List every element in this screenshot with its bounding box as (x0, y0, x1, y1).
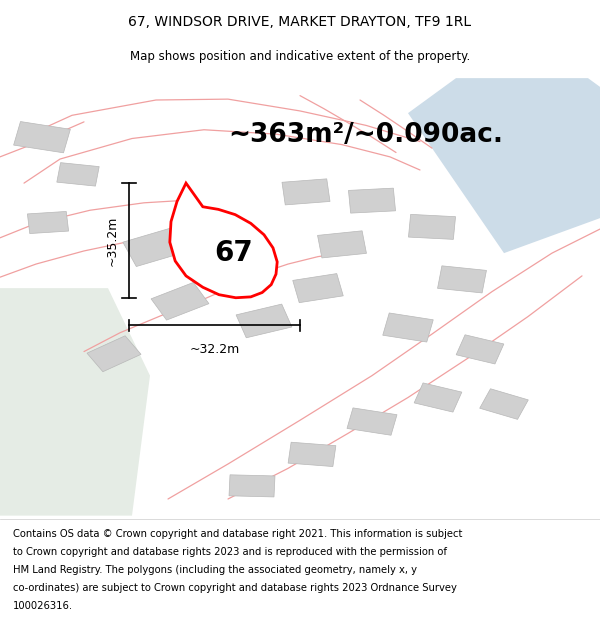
Polygon shape (456, 335, 504, 364)
Text: Map shows position and indicative extent of the property.: Map shows position and indicative extent… (130, 50, 470, 62)
Text: to Crown copyright and database rights 2023 and is reproduced with the permissio: to Crown copyright and database rights 2… (13, 547, 447, 557)
Text: 67, WINDSOR DRIVE, MARKET DRAYTON, TF9 1RL: 67, WINDSOR DRIVE, MARKET DRAYTON, TF9 1… (128, 15, 472, 29)
Polygon shape (288, 442, 336, 466)
Polygon shape (123, 227, 189, 266)
Polygon shape (236, 304, 292, 338)
Text: HM Land Registry. The polygons (including the associated geometry, namely x, y: HM Land Registry. The polygons (includin… (13, 565, 417, 575)
Polygon shape (414, 383, 462, 412)
Polygon shape (87, 336, 141, 372)
Text: Contains OS data © Crown copyright and database right 2021. This information is : Contains OS data © Crown copyright and d… (13, 529, 463, 539)
Polygon shape (349, 188, 395, 213)
Text: 67: 67 (215, 239, 253, 267)
Polygon shape (0, 288, 150, 516)
Polygon shape (293, 274, 343, 302)
Polygon shape (14, 121, 70, 153)
Polygon shape (347, 408, 397, 435)
Polygon shape (408, 78, 600, 253)
Polygon shape (479, 389, 529, 419)
Text: ~35.2m: ~35.2m (106, 215, 119, 266)
Polygon shape (383, 313, 433, 342)
Polygon shape (28, 211, 68, 234)
Polygon shape (409, 214, 455, 239)
Polygon shape (57, 162, 99, 186)
Polygon shape (170, 183, 277, 298)
Text: 100026316.: 100026316. (13, 601, 73, 611)
Text: ~32.2m: ~32.2m (190, 343, 239, 356)
Polygon shape (437, 266, 487, 293)
Polygon shape (282, 179, 330, 205)
Polygon shape (317, 231, 367, 258)
Text: ~363m²/~0.090ac.: ~363m²/~0.090ac. (228, 122, 503, 148)
Polygon shape (151, 282, 209, 320)
Polygon shape (229, 475, 275, 497)
Text: co-ordinates) are subject to Crown copyright and database rights 2023 Ordnance S: co-ordinates) are subject to Crown copyr… (13, 583, 457, 593)
